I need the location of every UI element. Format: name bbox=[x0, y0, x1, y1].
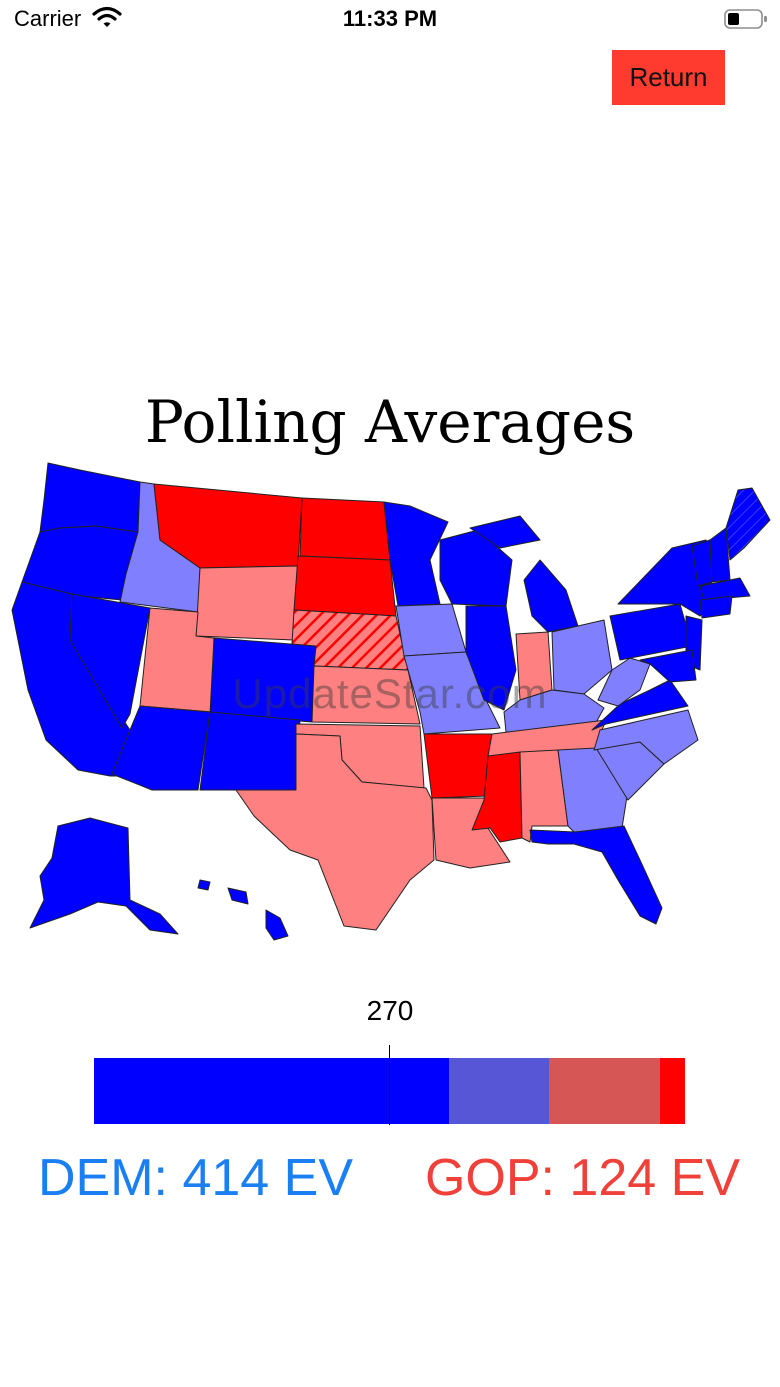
state-michigan bbox=[523, 559, 579, 633]
status-time: 11:33 PM bbox=[342, 6, 438, 31]
state-iowa bbox=[395, 603, 467, 657]
ev-segment-safe-dem bbox=[94, 1058, 449, 1124]
state-south-dakota bbox=[293, 555, 397, 617]
state-florida bbox=[529, 825, 663, 925]
state-hawaii-oahu bbox=[197, 879, 211, 891]
state-maryland bbox=[639, 649, 697, 683]
state-washington bbox=[39, 462, 141, 533]
state-hawaii bbox=[265, 909, 289, 941]
us-electoral-map bbox=[0, 455, 780, 945]
gop-ev-total: GOP: 124 EV bbox=[424, 1149, 740, 1207]
watermark: UpdateStar.com bbox=[232, 670, 548, 717]
state-north-dakota bbox=[299, 497, 391, 561]
battery-icon bbox=[724, 8, 768, 35]
state-nevada bbox=[69, 593, 151, 729]
state-michigan-upper bbox=[469, 515, 541, 549]
ev-threshold-line bbox=[389, 1045, 390, 1125]
state-wyoming bbox=[195, 565, 299, 641]
state-pennsylvania bbox=[609, 603, 693, 661]
page-title: Polling Averages bbox=[144, 388, 636, 456]
state-connecticut bbox=[699, 595, 733, 619]
state-minnesota bbox=[383, 501, 449, 607]
status-bar: Carrier 11:33 PM bbox=[0, 0, 780, 40]
state-hawaii-islands bbox=[227, 887, 249, 905]
ev-segment-safe-gop bbox=[659, 1058, 685, 1124]
ev-segment-lean-dem bbox=[448, 1058, 549, 1124]
state-illinois bbox=[465, 605, 517, 711]
state-ohio bbox=[551, 619, 613, 695]
state-massachusetts bbox=[699, 577, 751, 601]
return-button[interactable]: Return bbox=[612, 50, 725, 105]
wifi-icon bbox=[92, 6, 122, 33]
state-new-mexico bbox=[199, 711, 301, 791]
state-alaska bbox=[29, 817, 179, 935]
ev-threshold-label: 270 bbox=[366, 995, 414, 1026]
dem-ev-total: DEM: 414 EV bbox=[38, 1149, 354, 1207]
state-texas bbox=[235, 733, 435, 931]
state-north-carolina bbox=[593, 709, 699, 765]
state-maine bbox=[725, 487, 771, 561]
ev-segment-lean-gop bbox=[548, 1058, 660, 1124]
state-arkansas bbox=[423, 733, 493, 799]
state-kansas bbox=[311, 665, 421, 725]
carrier-label: Carrier bbox=[14, 6, 82, 31]
